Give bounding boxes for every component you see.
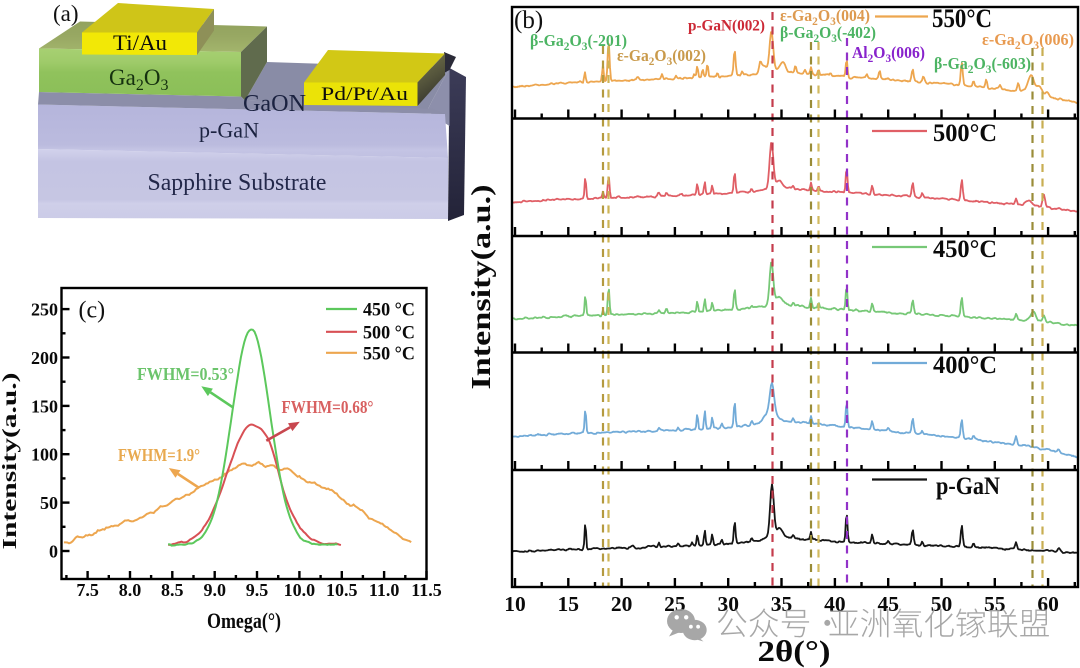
svg-text:30: 30 (717, 592, 739, 616)
svg-text:Ti/Au: Ti/Au (113, 30, 167, 55)
svg-text:p-GaN(002): p-GaN(002) (688, 18, 765, 35)
svg-text:550 °C: 550 °C (363, 343, 415, 364)
svg-text:FWHM=1.9°: FWHM=1.9° (118, 445, 200, 465)
svg-text:9.0: 9.0 (203, 580, 226, 600)
svg-text:15: 15 (558, 592, 580, 616)
svg-text:10: 10 (504, 592, 526, 616)
svg-text:150: 150 (31, 396, 58, 416)
svg-text:11.5: 11.5 (411, 580, 442, 600)
svg-text:60: 60 (1037, 592, 1059, 616)
svg-text:450°C: 450°C (933, 236, 997, 263)
svg-text:(c): (c) (79, 298, 106, 324)
svg-text:20: 20 (611, 592, 633, 616)
svg-text:Sapphire Substrate: Sapphire Substrate (148, 169, 327, 196)
svg-text:β-Ga2O3(-402): β-Ga2O3(-402) (780, 23, 876, 45)
svg-text:p-GaN: p-GaN (936, 473, 1000, 500)
svg-text:55: 55 (984, 592, 1006, 616)
svg-text:8.0: 8.0 (119, 580, 142, 600)
svg-text:7.5: 7.5 (76, 580, 99, 600)
svg-text:β-Ga2O3(-201): β-Ga2O3(-201) (530, 31, 627, 53)
svg-text:ε-Ga2O3(006): ε-Ga2O3(006) (982, 30, 1074, 52)
svg-text:2θ(°): 2θ(°) (758, 635, 831, 668)
svg-text:450 °C: 450 °C (363, 300, 415, 321)
svg-text:8.5: 8.5 (161, 580, 184, 600)
svg-text:100: 100 (31, 445, 58, 465)
svg-text:Omega(°): Omega(°) (207, 608, 281, 633)
svg-text:0: 0 (49, 542, 58, 562)
svg-text:50: 50 (40, 493, 58, 513)
svg-text:Pd/Pt/Au: Pd/Pt/Au (321, 84, 409, 105)
svg-text:40: 40 (824, 592, 846, 616)
svg-text:(a): (a) (53, 1, 79, 26)
svg-text:35: 35 (771, 592, 793, 616)
svg-text:(b): (b) (514, 7, 543, 34)
svg-text:p-GaN: p-GaN (199, 118, 259, 143)
svg-text:10.0: 10.0 (284, 580, 316, 600)
svg-text:500 °C: 500 °C (363, 322, 415, 343)
svg-text:Al2O3(006): Al2O3(006) (852, 43, 925, 65)
svg-text:Intensity(a.u.): Intensity(a.u.) (0, 373, 21, 550)
svg-text:GaON: GaON (243, 91, 306, 117)
svg-text:Intensity(a.u.): Intensity(a.u.) (466, 185, 496, 390)
svg-text:45: 45 (877, 592, 899, 616)
svg-text:ε-Ga2O3(002): ε-Ga2O3(002) (617, 46, 706, 68)
svg-text:550°C: 550°C (932, 4, 992, 33)
svg-text:FWHM=0.68°: FWHM=0.68° (282, 397, 374, 417)
svg-text:50: 50 (931, 592, 953, 616)
svg-text:FWHM=0.53°: FWHM=0.53° (137, 364, 234, 384)
svg-text:ε-Ga2O3(004): ε-Ga2O3(004) (780, 6, 870, 28)
svg-text:β-Ga2O3(-603): β-Ga2O3(-603) (934, 54, 1031, 76)
svg-text:250: 250 (31, 300, 58, 320)
svg-text:500°C: 500°C (933, 120, 997, 147)
svg-text:400°C: 400°C (933, 352, 997, 379)
svg-text:200: 200 (31, 348, 58, 368)
svg-text:11.0: 11.0 (369, 580, 400, 600)
svg-text:10.5: 10.5 (326, 580, 358, 600)
svg-text:9.5: 9.5 (246, 580, 269, 600)
